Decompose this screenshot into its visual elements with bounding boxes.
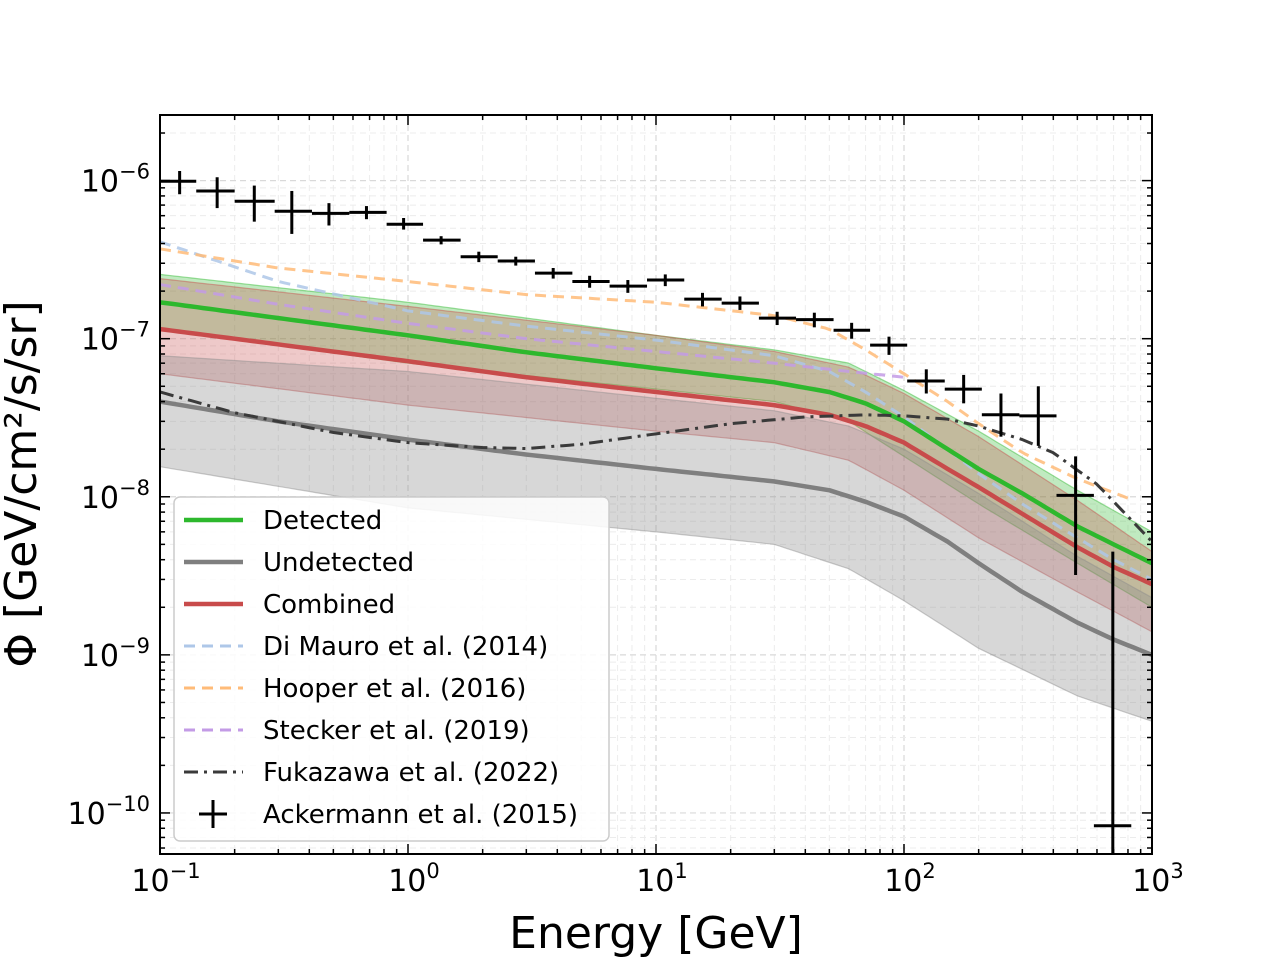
legend-box: [173, 496, 610, 842]
series-line-fukazawa: [160, 390, 1152, 543]
data-point: [274, 190, 312, 234]
legend-item: Hooper et al. (2016): [184, 674, 526, 704]
legend-label: Detected: [263, 506, 382, 536]
x-axis-title: Energy [GeV]: [509, 908, 803, 959]
data-point: [234, 185, 275, 222]
data-point: [386, 218, 424, 230]
legend-item: Stecker et al. (2019): [184, 716, 530, 746]
x-tick-label: 103: [1132, 859, 1184, 899]
data-point: [758, 311, 797, 326]
data-point: [609, 280, 648, 293]
data-point: [572, 275, 610, 288]
data-point: [1093, 551, 1132, 854]
data-point: [944, 374, 982, 404]
data-point: [1019, 386, 1057, 446]
legend-item: Detected: [184, 506, 382, 536]
data-point: [684, 292, 722, 307]
series-line-undetected: [160, 399, 1152, 657]
legend-item: Ackermann et al. (2015): [199, 800, 578, 830]
series-lines: [160, 240, 1152, 657]
data-point: [349, 206, 387, 220]
y-axis-title: Φ [GeV/cm²/s/sr]: [0, 300, 47, 667]
series-line-detected: [160, 300, 1152, 566]
data-point: [907, 369, 945, 394]
data-point: [647, 274, 685, 287]
data-point: [1056, 456, 1094, 576]
x-tick-label: 101: [636, 859, 688, 899]
legend-label: Undetected: [263, 548, 414, 578]
data-point: [196, 177, 235, 209]
y-tick-label: 10−10: [67, 792, 150, 832]
data-point: [870, 336, 908, 355]
axis-ticks: [159, 115, 1153, 854]
legend-label: Fukazawa et al. (2022): [263, 758, 559, 788]
y-tick-label: 10−9: [81, 634, 150, 674]
data-point: [721, 296, 759, 310]
legend-item: Undetected: [184, 548, 414, 578]
legend-item: Combined: [184, 590, 395, 620]
data-point: [497, 256, 535, 266]
legend-item: Di Mauro et al. (2014): [184, 632, 548, 662]
data-points: [160, 171, 1132, 854]
legend-label: Di Mauro et al. (2014): [263, 632, 548, 662]
data-point: [981, 393, 1020, 437]
data-point: [311, 203, 350, 226]
data-point: [534, 268, 573, 279]
legend-item: Fukazawa et al. (2022): [184, 758, 559, 788]
tick-labels: 10−1 100 101 102 103 10−10 10−9 10−8 10−7 10−6: [67, 160, 1183, 899]
legend-label: Hooper et al. (2016): [263, 674, 526, 704]
series-line-di-mauro: [160, 240, 1152, 581]
data-point: [796, 312, 834, 328]
legend: Detected Undetected Combined Di Mauro et al…: [173, 496, 610, 842]
band-combined-band: [160, 277, 1152, 633]
y-tick-label: 10−8: [81, 476, 150, 516]
legend-label: Combined: [263, 590, 395, 620]
x-tick-label: 100: [388, 859, 440, 899]
series-line-combined: [160, 326, 1152, 587]
data-point: [833, 322, 871, 339]
data-point: [460, 251, 498, 263]
y-tick-label: 10−6: [81, 160, 150, 200]
legend-label: Stecker et al. (2019): [263, 716, 530, 746]
data-point: [423, 236, 461, 245]
series-line-hooper: [160, 247, 1129, 500]
x-tick-label: 10−1: [131, 859, 200, 899]
x-tick-label: 102: [884, 859, 936, 899]
y-tick-label: 10−7: [81, 318, 150, 358]
legend-label: Ackermann et al. (2015): [263, 800, 578, 830]
